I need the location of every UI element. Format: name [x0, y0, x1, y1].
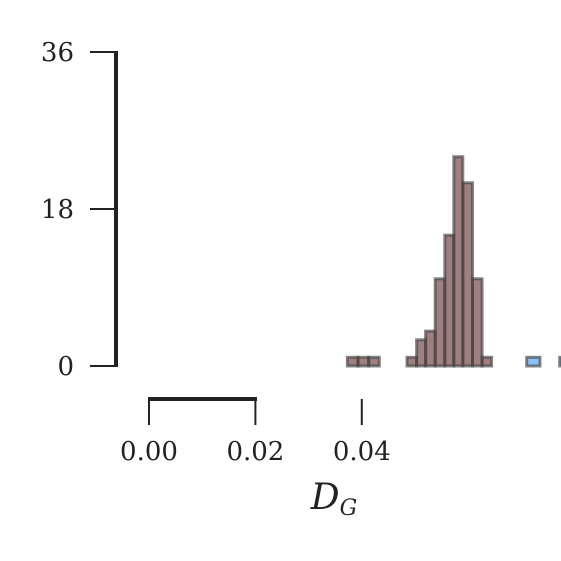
histogram-bar	[367, 355, 381, 368]
y-tick-label: 36	[41, 38, 74, 68]
x-tick-label: 0.02	[226, 437, 284, 467]
x-tick-label: 0.00	[120, 437, 178, 467]
histogram-bar	[356, 355, 371, 368]
bars-layer	[345, 155, 561, 368]
histogram-bar	[480, 355, 494, 368]
x-axis-title-main: D	[310, 477, 340, 518]
x-axis-ticks: 0.00 0.02 0.04	[120, 399, 391, 467]
y-axis-ticks: 0 18 36	[41, 38, 116, 382]
histogram-bar	[471, 277, 484, 368]
histogram-series-1	[345, 155, 494, 368]
x-axis-title-subscript: G	[340, 496, 358, 521]
y-tick-label: 18	[41, 195, 74, 225]
histogram-series-2	[525, 355, 561, 368]
x-tick-label: 0.04	[333, 437, 391, 467]
histogram-bar	[558, 355, 561, 368]
histogram-bar	[461, 181, 474, 368]
y-tick-label: 0	[57, 352, 74, 382]
x-axis-title: DG	[310, 477, 357, 521]
histogram-bar	[345, 355, 360, 368]
histogram-bar	[525, 355, 542, 368]
